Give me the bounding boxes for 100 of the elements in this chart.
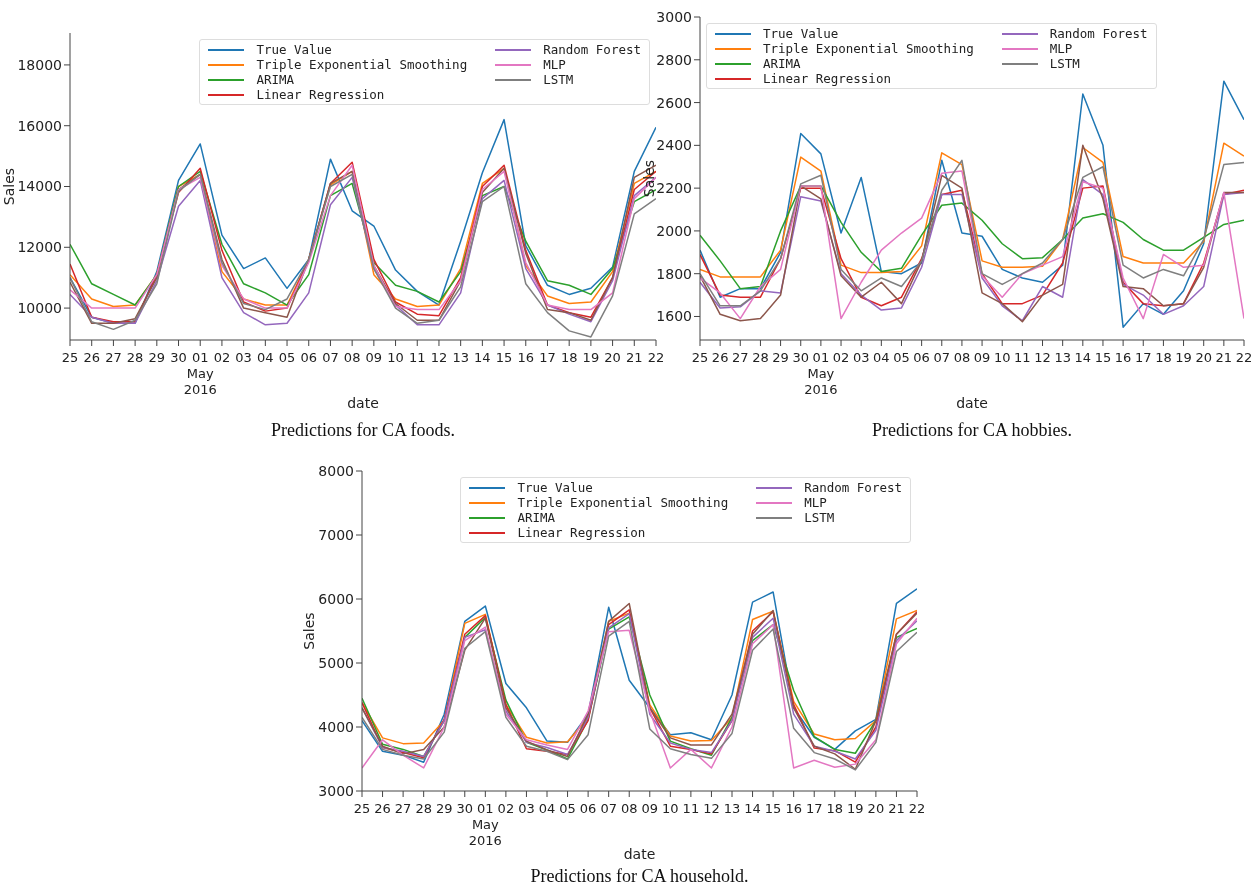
x-tick-label: 25	[61, 350, 79, 365]
y-axis-title: Sales	[1, 167, 17, 206]
x-tick-label: 14	[474, 350, 491, 365]
x-tick-label: 17	[539, 350, 556, 365]
x-tick-label: 06	[579, 801, 597, 816]
legend-label: ARIMA	[256, 72, 295, 87]
x-tick-label: 10	[993, 350, 1011, 365]
legend-label: MLP	[543, 57, 566, 72]
x-tick-label: 21	[888, 801, 905, 816]
x-tick-label: 27	[105, 350, 122, 365]
x-tick-label: 02	[213, 350, 231, 365]
y-tick-label: 1800	[656, 265, 692, 282]
x-tick-label: 17	[805, 801, 823, 816]
x-tick-label: 16	[785, 801, 802, 816]
legend-label: LSTM	[1049, 56, 1080, 71]
x-tick-label: 06	[913, 350, 930, 365]
x-tick-label: 13	[452, 350, 469, 365]
legend-label: Linear Regression	[517, 525, 646, 540]
text: Predictions for CA foods.	[270, 420, 456, 441]
x-tick-label: 14	[744, 801, 761, 816]
x-tick-label: 09	[973, 350, 991, 365]
x-tick-label: 26	[374, 801, 391, 816]
x-tick-label: 04	[873, 350, 890, 365]
y-tick-label: 6000	[318, 590, 354, 607]
line-series	[700, 142, 1244, 278]
x-tick-label: 18	[560, 350, 578, 365]
x-tick-label: 30	[792, 350, 810, 365]
text: Predictions for CA household.	[529, 866, 750, 887]
x-tick-label: 22	[1235, 350, 1253, 365]
x-tick-label: 19	[582, 350, 600, 365]
legend-label: True Value	[517, 480, 593, 495]
legend-label: Random Forest	[1049, 26, 1148, 41]
x-tick-label: 09	[641, 801, 659, 816]
y-axis-title: Sales	[641, 159, 657, 198]
x-tick-label: 25	[353, 801, 371, 816]
x-tick-label: 21	[626, 350, 643, 365]
x-tick-label: 04	[257, 350, 274, 365]
y-tick-label: 2600	[656, 94, 692, 111]
y-tick-label: 8000	[318, 462, 354, 479]
legend-label: MLP	[804, 495, 827, 510]
x-tick-label: 22	[908, 801, 926, 816]
line-series	[700, 144, 1244, 323]
x-tick-label: 03	[518, 801, 535, 816]
legend-label: LSTM	[804, 510, 835, 525]
x-tick-label: 10	[387, 350, 404, 365]
x-tick-label: 28	[415, 801, 432, 816]
legend-label: Triple Exponential Smoothing	[517, 495, 729, 510]
x-tick-label: 15	[764, 801, 782, 816]
x-axis-title: date	[623, 846, 656, 862]
x-tick-label: 02	[497, 801, 515, 816]
y-tick-label: 7000	[318, 526, 354, 543]
y-tick-label: 2000	[656, 222, 692, 239]
x-tick-label: 26	[83, 350, 100, 365]
x-tick-label: 26	[711, 350, 729, 365]
y-tick-label: 16000	[17, 117, 62, 134]
legend-label: ARIMA	[763, 56, 801, 71]
x-tick-label: 17	[1134, 350, 1152, 365]
legend-label: ARIMA	[517, 510, 556, 525]
y-tick-label: 3000	[656, 8, 692, 25]
y-tick-label: 18000	[17, 56, 62, 73]
x-tick-label: 07	[600, 801, 617, 816]
text: Predictions for CA hobbies.	[871, 420, 1073, 441]
x-tick-label: 03	[852, 350, 870, 365]
x-tick-label: 11	[1014, 350, 1031, 365]
x-tick-label: 08	[620, 801, 638, 816]
legend-label: LSTM	[543, 72, 574, 87]
x-axis-title: date	[956, 395, 988, 411]
x-tick-label: 29	[148, 350, 166, 365]
y-tick-label: 2800	[656, 51, 692, 68]
x-tick-label: 13	[723, 801, 741, 816]
x-tick-label: 15	[495, 350, 513, 365]
x-tick-label: 20	[604, 350, 621, 365]
y-tick-label: 1600	[656, 308, 692, 325]
x-tick-label: 29	[435, 801, 453, 816]
legend-label: Random Forest	[804, 480, 902, 495]
legend-label: Triple Exponential Smoothing	[256, 57, 468, 72]
x-tick-label: 04	[538, 801, 556, 816]
legend-label: Linear Regression	[763, 71, 891, 86]
x-tick-label: 29	[772, 350, 789, 365]
y-tick-label: 14000	[17, 178, 62, 195]
x-tick-label: 16	[517, 350, 535, 365]
x-tick-label: 05	[893, 350, 910, 365]
x-tick-label: 21	[1215, 350, 1233, 365]
x-tick-label: 10	[662, 801, 679, 816]
x-tick-label: 08	[953, 350, 971, 365]
x-axis-title: date	[347, 395, 379, 411]
x-tick-label: 05	[278, 350, 296, 365]
y-tick-label: 2400	[656, 137, 692, 154]
legend-label: Triple Exponential Smoothing	[763, 41, 974, 56]
x-tick-label: 06	[300, 350, 318, 365]
x-tick-label: 14	[1074, 350, 1092, 365]
x-tick-label: 12	[430, 350, 448, 365]
y-tick-label: 3000	[318, 782, 354, 799]
x-tick-label: 03	[235, 350, 252, 365]
x-tick-label: 12	[703, 801, 720, 816]
legend-label: True Value	[256, 42, 332, 57]
x-tick-label: 30	[456, 801, 474, 816]
y-axis-title: Sales	[301, 612, 317, 650]
legend-label: True Value	[763, 26, 839, 41]
x-tick-label: 02	[832, 350, 850, 365]
